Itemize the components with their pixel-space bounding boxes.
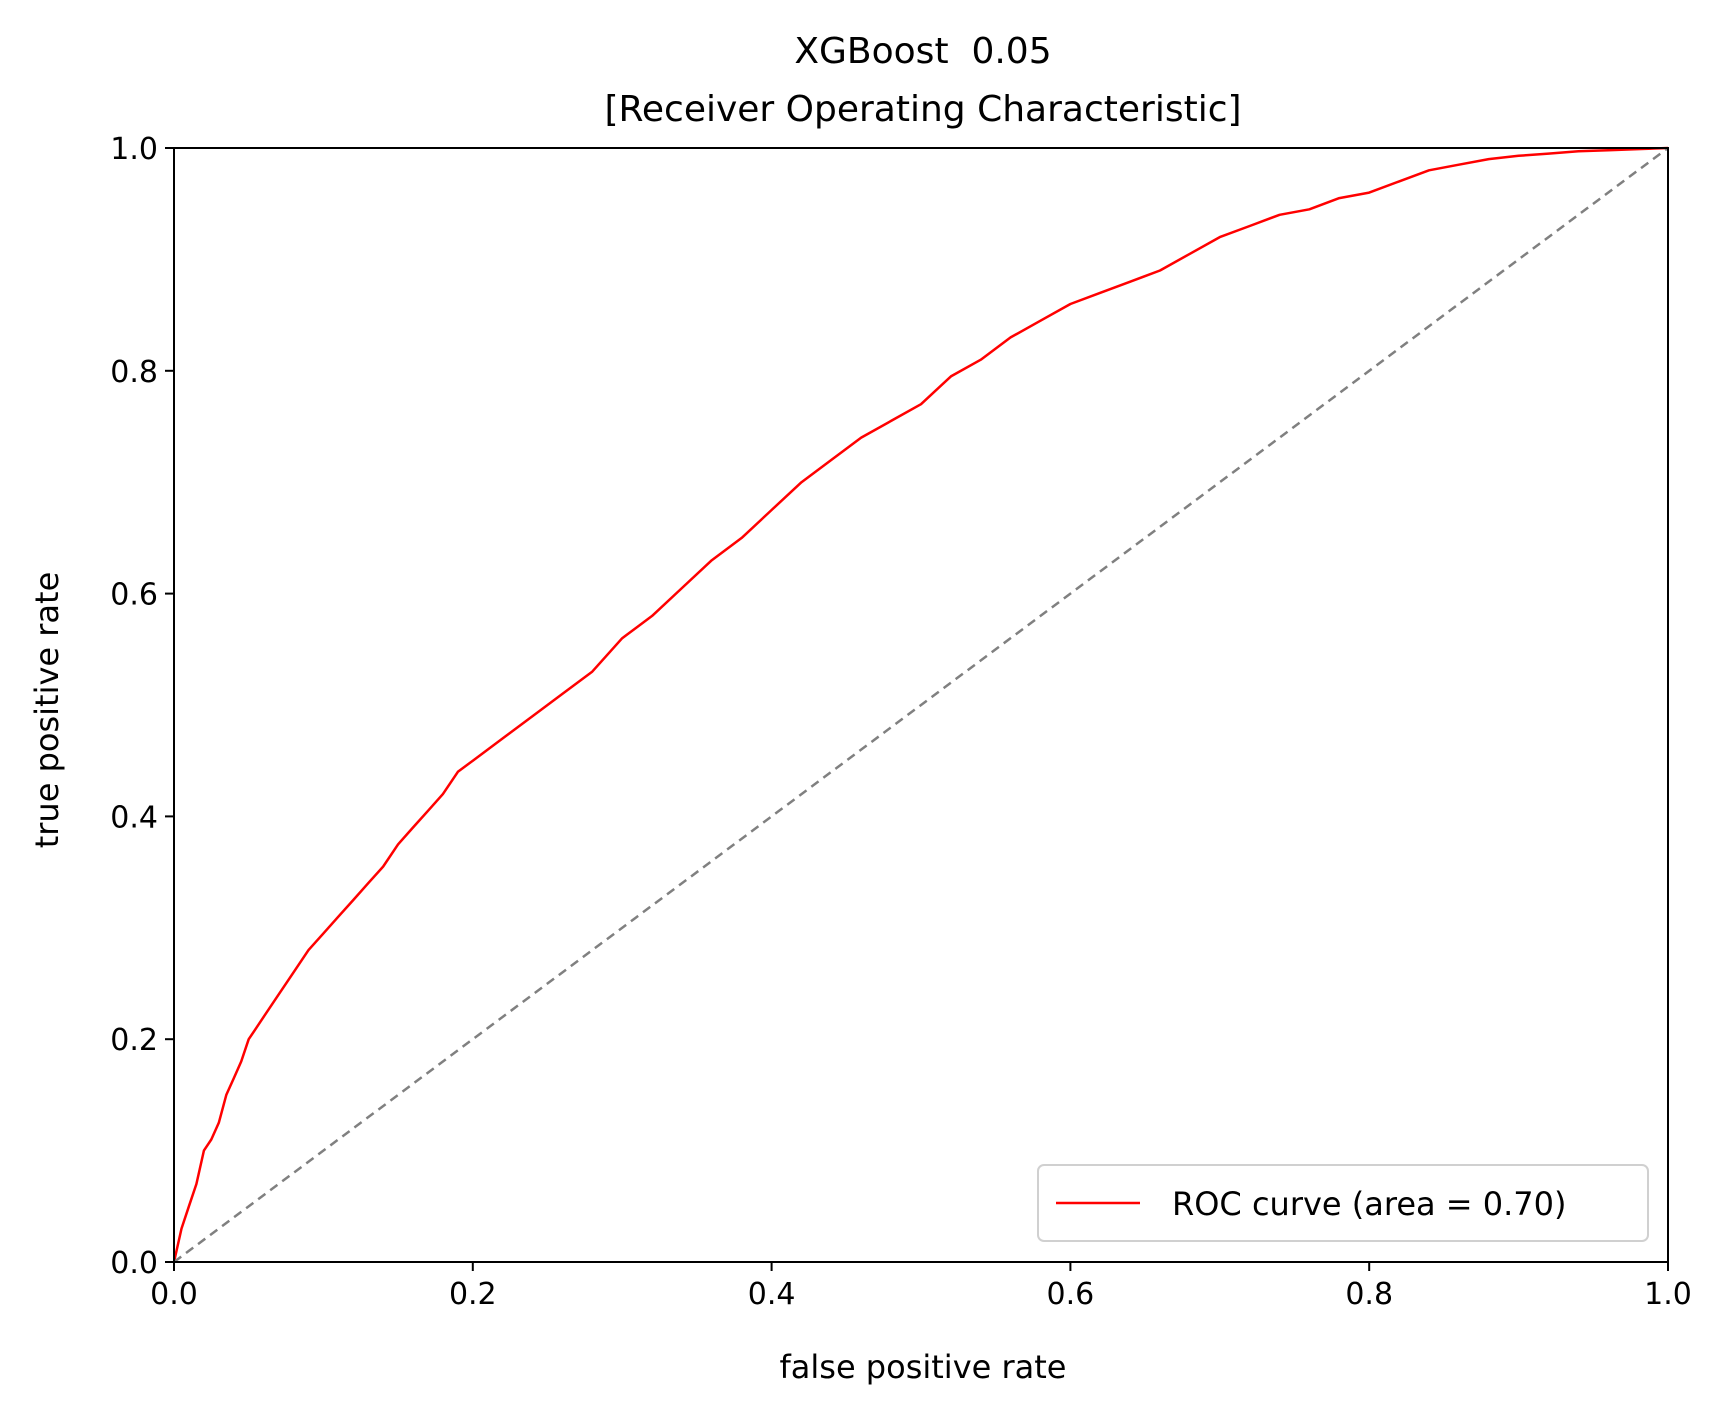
chart-title: XGBoost 0.05 — [794, 31, 1051, 72]
y-axis-label: true positive rate — [28, 572, 66, 849]
y-tick-label: 0.4 — [110, 800, 158, 835]
y-tick-label: 0.6 — [110, 578, 158, 613]
x-tick-label: 0.6 — [1047, 1277, 1095, 1312]
legend: ROC curve (area = 0.70) — [1037, 1164, 1649, 1242]
legend-label-roc: ROC curve (area = 0.70) — [1172, 1185, 1567, 1223]
y-tick-label: 0.8 — [110, 355, 158, 390]
plot-area: 0.0 0.2 0.4 0.6 0.8 1.0 0.0 0.2 0.4 0.6 0.8 1.0 — [110, 132, 1692, 1312]
x-tick-label: 0.8 — [1345, 1277, 1393, 1312]
chart-subtitle: [Receiver Operating Characteristic] — [604, 89, 1241, 130]
y-tick-label: 0.2 — [110, 1023, 158, 1058]
y-tick-label: 0.0 — [110, 1246, 158, 1281]
x-tick-label: 0.2 — [449, 1277, 497, 1312]
x-tick-label: 0.4 — [748, 1277, 796, 1312]
x-tick-label: 0.0 — [150, 1277, 198, 1312]
legend-box — [1037, 1164, 1649, 1242]
roc-curve-line — [172, 146, 1669, 1263]
axes-frame — [173, 147, 1669, 1263]
x-tick-label: 1.0 — [1644, 1277, 1692, 1312]
diagonal-reference-line — [173, 146, 1669, 1264]
x-axis-label: false positive rate — [780, 1348, 1067, 1386]
y-tick-label: 1.0 — [110, 132, 158, 167]
